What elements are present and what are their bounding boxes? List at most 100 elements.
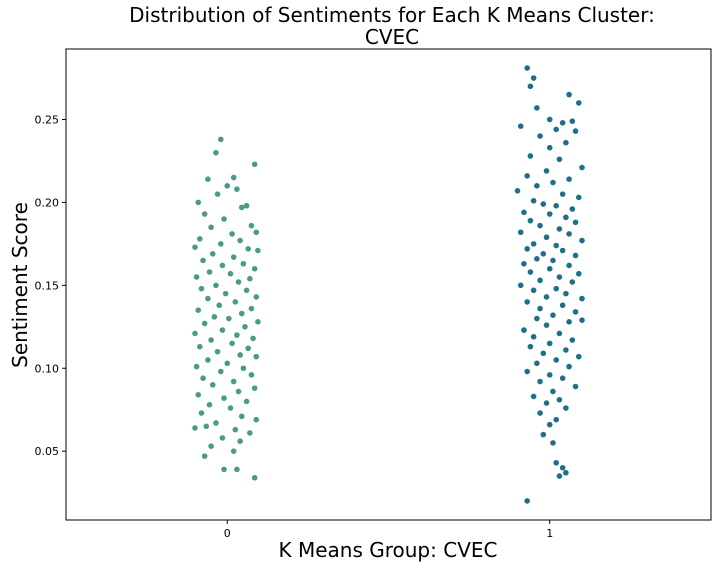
- point-cluster-0-22: [255, 247, 261, 254]
- point-cluster-0-25: [200, 257, 206, 264]
- point-cluster-0-59: [237, 352, 243, 358]
- point-cluster-1-23: [514, 187, 521, 194]
- point-cluster-1-13: [563, 139, 569, 146]
- y-tick-label-2: 0.15: [35, 279, 60, 292]
- point-cluster-1-75: [569, 337, 576, 343]
- point-cluster-0-31: [193, 274, 200, 280]
- y-axis: 0.05 0.10 0.15 0.20 0.25: [35, 113, 66, 458]
- point-cluster-0-5: [224, 183, 231, 189]
- point-cluster-0-20: [192, 244, 198, 250]
- point-cluster-0-88: [230, 448, 237, 454]
- point-cluster-1-16: [556, 156, 563, 163]
- y-tick-label-0: 0.05: [35, 445, 60, 458]
- point-cluster-0-35: [198, 285, 205, 292]
- point-cluster-0-8: [195, 199, 202, 206]
- point-cluster-1-34: [572, 219, 579, 226]
- point-cluster-1-85: [546, 372, 553, 378]
- point-cluster-1-62: [579, 295, 585, 302]
- point-cluster-1-15: [527, 153, 534, 159]
- point-cluster-1-92: [543, 400, 550, 406]
- point-cluster-0-77: [198, 410, 205, 416]
- point-cluster-0-55: [229, 340, 235, 347]
- point-cluster-0-78: [238, 413, 245, 420]
- point-cluster-0-14: [208, 224, 214, 231]
- point-cluster-0-1: [213, 149, 219, 156]
- point-cluster-1-48: [550, 257, 556, 264]
- point-cluster-0-0: [218, 136, 224, 143]
- y-axis-label: Sentiment Score: [8, 202, 32, 368]
- point-cluster-1-61: [543, 294, 550, 300]
- point-cluster-0-70: [251, 385, 258, 391]
- point-cluster-1-101: [563, 469, 569, 476]
- point-cluster-0-56: [197, 343, 203, 350]
- point-cluster-0-53: [250, 335, 256, 342]
- point-cluster-1-46: [572, 252, 579, 259]
- point-cluster-1-86: [559, 375, 566, 382]
- point-cluster-1-89: [550, 388, 556, 395]
- point-cluster-1-93: [563, 405, 569, 411]
- point-cluster-1-72: [521, 327, 527, 333]
- point-cluster-0-62: [224, 360, 231, 367]
- point-cluster-0-64: [240, 365, 247, 372]
- point-cluster-0-13: [248, 222, 255, 229]
- y-tick-label-1: 0.10: [35, 362, 60, 375]
- point-cluster-1-65: [537, 305, 543, 312]
- point-cluster-1-67: [550, 312, 556, 318]
- point-cluster-1-49: [521, 260, 527, 267]
- point-cluster-1-99: [553, 459, 559, 466]
- point-cluster-1-24: [559, 191, 566, 197]
- point-cluster-0-57: [245, 345, 252, 352]
- point-cluster-1-14: [546, 144, 553, 151]
- point-cluster-1-74: [530, 333, 537, 340]
- y-tick-label-3: 0.20: [35, 196, 60, 209]
- point-cluster-0-28: [251, 265, 258, 272]
- point-cluster-1-96: [546, 421, 553, 428]
- point-cluster-1-11: [572, 128, 579, 134]
- point-cluster-0-52: [234, 332, 240, 338]
- point-cluster-1-95: [553, 416, 559, 423]
- point-cluster-1-103: [524, 498, 530, 504]
- x-axis-label: K Means Group: CVEC: [279, 538, 498, 562]
- point-cluster-1-40: [579, 237, 585, 244]
- point-cluster-1-83: [566, 363, 572, 370]
- y-tick-label-4: 0.25: [35, 113, 60, 126]
- point-cluster-1-30: [521, 209, 527, 216]
- point-cluster-0-61: [205, 357, 211, 363]
- point-cluster-1-59: [530, 287, 537, 294]
- point-cluster-0-58: [214, 348, 221, 355]
- point-cluster-1-77: [527, 343, 534, 350]
- point-cluster-1-35: [537, 222, 543, 229]
- point-cluster-1-53: [575, 270, 582, 277]
- point-cluster-0-91: [234, 466, 240, 473]
- point-cluster-0-32: [247, 275, 253, 282]
- point-cluster-0-83: [247, 430, 253, 436]
- point-cluster-1-50: [566, 262, 572, 269]
- point-cluster-0-69: [209, 382, 216, 388]
- point-cluster-0-33: [235, 279, 242, 285]
- point-cluster-0-40: [232, 299, 239, 305]
- point-cluster-1-84: [524, 368, 530, 375]
- point-cluster-1-17: [579, 164, 585, 171]
- point-cluster-0-6: [234, 186, 240, 192]
- point-cluster-1-38: [566, 231, 572, 237]
- point-cluster-0-11: [201, 211, 208, 217]
- point-cluster-1-22: [534, 183, 540, 189]
- point-cluster-0-51: [192, 330, 198, 337]
- point-cluster-1-41: [530, 241, 537, 247]
- point-cluster-0-85: [219, 435, 226, 441]
- point-cluster-0-34: [213, 282, 219, 289]
- point-cluster-1-6: [546, 116, 553, 123]
- point-cluster-1-73: [556, 330, 563, 337]
- point-cluster-1-12: [537, 133, 543, 139]
- point-cluster-0-24: [230, 254, 237, 260]
- point-cluster-0-15: [253, 229, 260, 236]
- point-cluster-1-66: [572, 309, 579, 315]
- point-cluster-1-36: [556, 226, 563, 232]
- point-cluster-1-102: [556, 473, 563, 479]
- point-cluster-1-91: [556, 396, 563, 403]
- point-cluster-1-63: [524, 299, 530, 305]
- point-cluster-0-45: [211, 314, 218, 320]
- point-cluster-1-29: [569, 206, 576, 212]
- point-cluster-1-58: [553, 285, 559, 292]
